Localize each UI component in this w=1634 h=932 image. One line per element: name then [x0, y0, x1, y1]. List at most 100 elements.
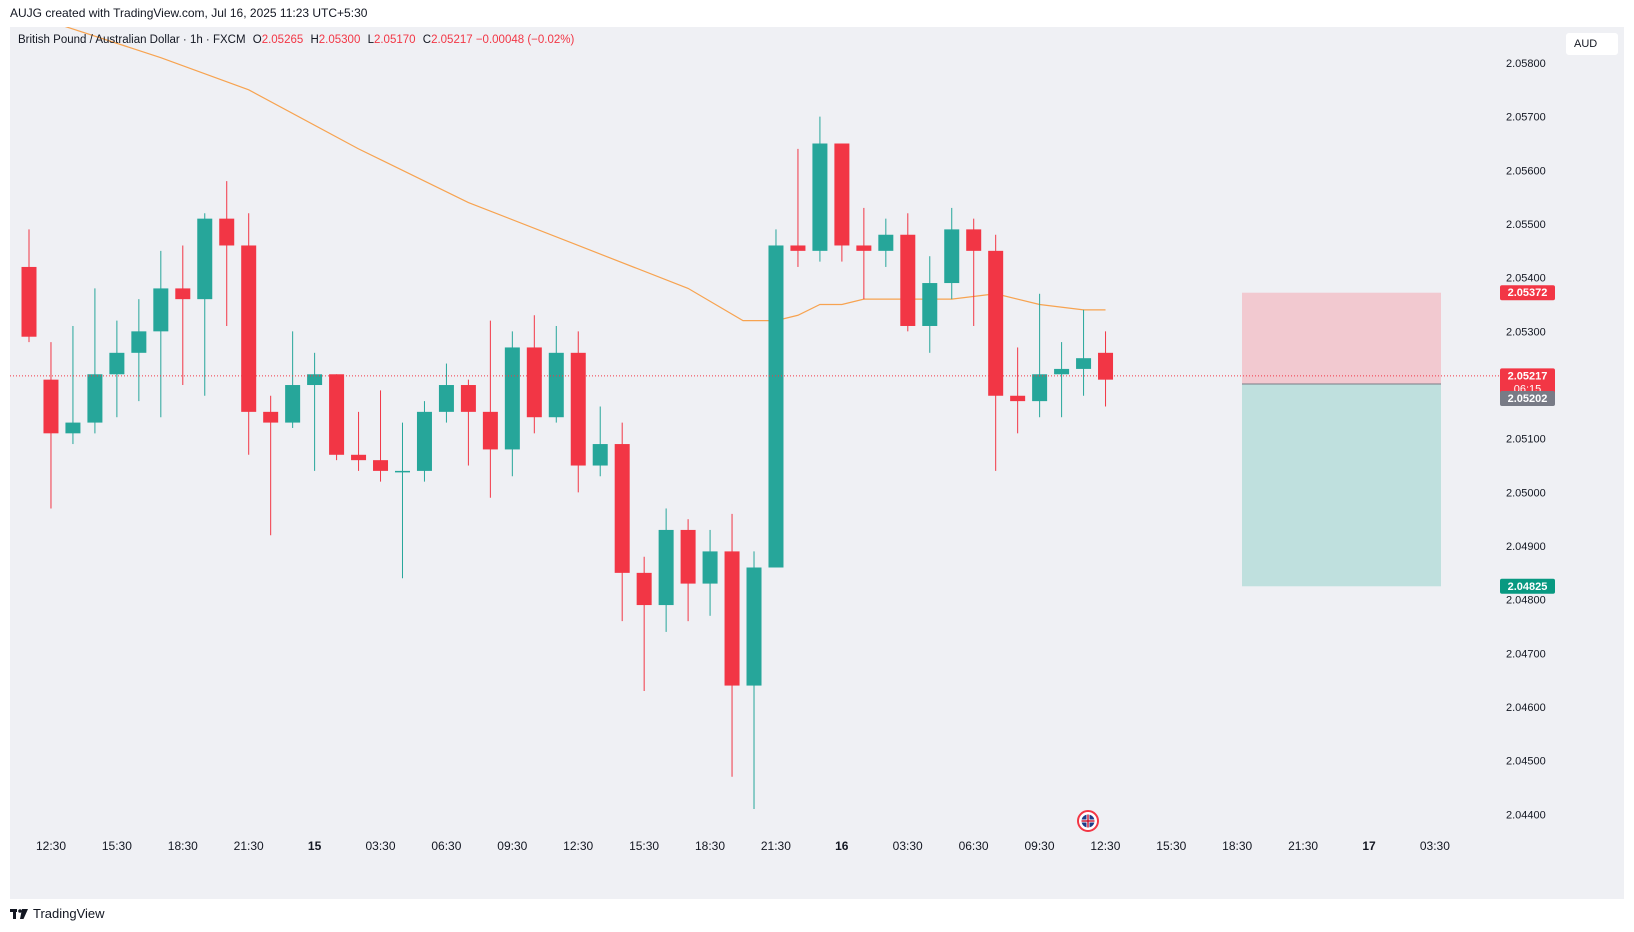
price-marker-label: 2.05202	[1508, 393, 1548, 405]
candle-body	[724, 551, 740, 686]
candle	[1076, 309, 1092, 396]
y-tick-label: 2.05700	[1506, 112, 1546, 124]
price-marker: 2.05202	[1500, 390, 1555, 406]
y-tick-label: 2.05400	[1506, 273, 1546, 285]
candle-body	[570, 352, 586, 466]
x-tick-label: 16	[835, 839, 849, 853]
candle	[43, 342, 59, 509]
candle	[285, 331, 301, 428]
candle	[263, 395, 279, 536]
currency-selector[interactable]: AUD	[1566, 33, 1618, 55]
x-tick-label: 18:30	[1222, 839, 1252, 853]
candle	[614, 422, 630, 622]
x-tick-label: 15:30	[1156, 839, 1186, 853]
candle-body	[21, 266, 37, 337]
candle	[900, 213, 916, 332]
candle	[592, 406, 608, 477]
candle-body	[988, 250, 1004, 396]
candle	[1098, 331, 1114, 407]
candle-body	[197, 218, 213, 300]
candle-body	[812, 143, 828, 251]
candle-body	[87, 374, 103, 423]
change-value: −0.00048 (−0.02%)	[475, 34, 575, 46]
symbol-name[interactable]: British Pound / Australian Dollar · 1h ·…	[18, 34, 246, 46]
candle	[351, 411, 367, 471]
footer-branding: TradingView	[10, 906, 105, 921]
x-tick-label: 09:30	[1024, 839, 1054, 853]
candle-body	[1098, 352, 1114, 380]
x-tick-label: 12:30	[36, 839, 66, 853]
price-marker-bg	[1500, 368, 1555, 397]
candle-body	[768, 245, 784, 568]
candle	[438, 363, 454, 423]
candle-body	[944, 229, 960, 284]
candle	[922, 256, 938, 353]
open-label: O	[252, 34, 262, 46]
chart-area[interactable]: 2.05800 2.05700 2.05600 2.05500 2.05400 2.053…	[10, 27, 1624, 899]
x-tick-label: 18:30	[695, 839, 725, 853]
price-marker-bg	[1500, 285, 1555, 301]
candle-body	[43, 379, 59, 434]
candle	[988, 234, 1004, 471]
candle	[394, 422, 410, 579]
y-tick-label: 2.04500	[1506, 756, 1546, 768]
price-marker-label: 2.05372	[1508, 287, 1548, 299]
x-tick-label: 09:30	[497, 839, 527, 853]
candle	[241, 213, 257, 455]
footer-brand-text: TradingView	[33, 906, 105, 921]
y-tick-label: 2.05800	[1506, 58, 1546, 70]
x-tick-label: 18:30	[168, 839, 198, 853]
candle-body	[109, 352, 125, 375]
stop-loss-zone	[1242, 292, 1441, 384]
candle-body	[526, 347, 542, 418]
candle	[944, 207, 960, 300]
candle-body	[373, 460, 389, 471]
candle	[702, 529, 718, 616]
candle	[153, 250, 169, 418]
candle-body	[1054, 368, 1070, 375]
x-tick-label: 15	[308, 839, 322, 853]
candle-body	[175, 288, 191, 300]
candle	[87, 288, 103, 434]
candle-body	[900, 234, 916, 326]
x-tick-label: 06:30	[959, 839, 989, 853]
y-tick-label: 2.04600	[1506, 702, 1546, 714]
candle-body	[614, 444, 630, 573]
x-tick-label: 17	[1362, 839, 1376, 853]
y-tick-label: 2.05000	[1506, 487, 1546, 499]
uk-flag-icon[interactable]	[1077, 810, 1099, 832]
candle-body	[219, 218, 235, 246]
candle	[329, 374, 345, 461]
candle-body	[1010, 395, 1026, 402]
chart-header-title: AUJG created with TradingView.com, Jul 1…	[10, 6, 368, 20]
take-profit-zone	[1242, 383, 1441, 587]
x-tick-label: 21:30	[234, 839, 264, 853]
candle	[548, 325, 564, 423]
x-tick-label: 03:30	[893, 839, 923, 853]
candle-body	[285, 385, 301, 423]
candle-body	[592, 444, 608, 466]
y-tick-label: 2.05600	[1506, 165, 1546, 177]
candle-body	[504, 347, 520, 450]
candle-body	[307, 374, 323, 386]
candle	[812, 116, 828, 262]
candle-body	[460, 385, 476, 412]
candle-body	[65, 422, 81, 434]
candle	[219, 181, 235, 326]
candle-body	[329, 374, 345, 455]
candle	[65, 325, 81, 445]
candlestick-chart[interactable]: 2.05800 2.05700 2.05600 2.05500 2.05400 2.053…	[10, 27, 1624, 899]
x-tick-label: 03:30	[365, 839, 395, 853]
y-tick-label: 2.05500	[1506, 219, 1546, 231]
candle-body	[702, 551, 718, 584]
price-marker-label: 2.05217	[1508, 370, 1548, 382]
candle	[680, 519, 696, 622]
low-value: 2.05170	[373, 34, 416, 46]
low-label: L	[367, 34, 374, 46]
x-tick-label: 12:30	[563, 839, 593, 853]
candle	[109, 320, 125, 418]
candle-body	[548, 352, 564, 418]
candle	[504, 331, 520, 477]
x-tick-label: 15:30	[629, 839, 659, 853]
price-marker-label: 2.04825	[1508, 581, 1548, 593]
